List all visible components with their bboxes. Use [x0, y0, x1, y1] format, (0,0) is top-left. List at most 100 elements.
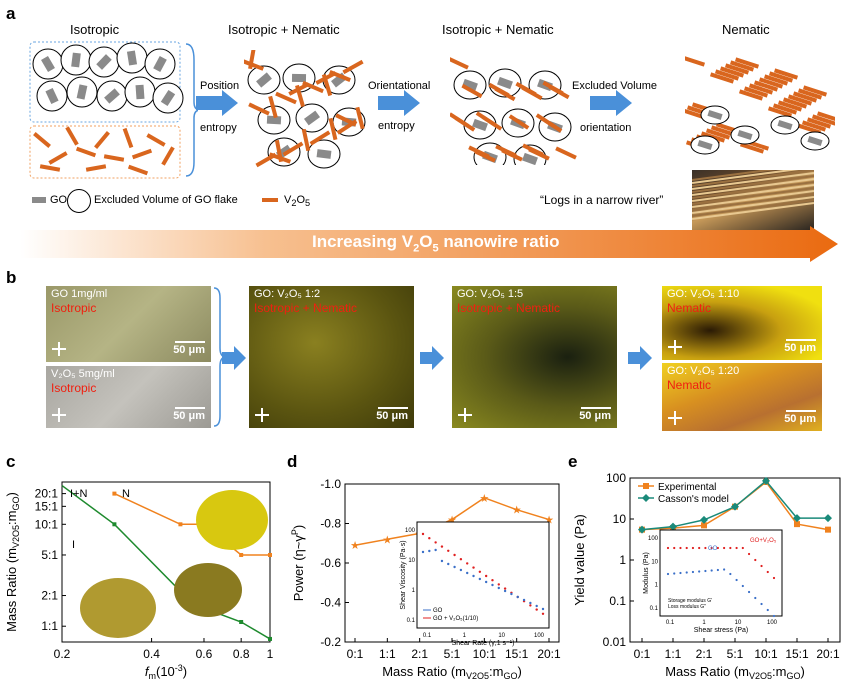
- inset-y-label: Modulus (Pa): [643, 552, 650, 594]
- v2o5-rod: [309, 130, 331, 146]
- inset-point-gov2o5: [666, 546, 670, 550]
- v2o5-rod: [705, 128, 731, 140]
- v2o5-rod: [282, 141, 304, 157]
- v2o5-rod: [302, 80, 324, 94]
- inset-micrograph-isotropic: [80, 578, 156, 638]
- x-tick-label: 0:1: [634, 647, 651, 661]
- panel-b-arrow-3: [628, 346, 652, 370]
- go-flake: [707, 109, 723, 121]
- inset-point-gov2o5: [698, 546, 701, 550]
- v2o5-rod: [782, 97, 808, 109]
- go-flake: [41, 55, 55, 73]
- yield-value-chart: 0.01 0.1 1 10 100 0:1 1:1 2:1 5:1 10:1 15:1 20:1 Exp…: [572, 471, 841, 681]
- data-point: [268, 552, 272, 557]
- v2o5-rod: [748, 83, 774, 95]
- v2o5-rod: [488, 82, 510, 98]
- inset-point-go: [466, 571, 469, 575]
- inset-x-tick-label: 100: [534, 633, 545, 639]
- x-tick-label: 15:1: [785, 647, 809, 661]
- x-tick-label: 0:1: [347, 647, 364, 661]
- v2o5-rod: [811, 114, 835, 126]
- v2o5-rod: [33, 132, 51, 148]
- inset-point-go: [428, 549, 431, 553]
- inset-x-tick-label: 10: [498, 633, 505, 639]
- stage-title-4: Nematic: [722, 22, 770, 37]
- inset-point-gov2o5: [704, 546, 707, 550]
- inset-micrograph-mixed: [174, 563, 242, 617]
- logs-photo: [691, 163, 815, 230]
- inset-legend-go: GO: [433, 608, 443, 614]
- inset-point-go: [453, 565, 456, 569]
- y-tick-label: -1.0: [320, 477, 341, 491]
- inset-point-go: [535, 604, 538, 608]
- micrograph-v2o5: V₂O₅ 5mg/ml Isotropic 50 μm: [46, 366, 211, 428]
- go-flake: [462, 78, 478, 92]
- inset-point-go: [516, 595, 519, 599]
- stage-title-2: Isotropic + Nematic: [228, 22, 340, 37]
- y-tick-label: 10:1: [35, 517, 59, 531]
- x-tick-label: 0.4: [143, 647, 160, 661]
- v2o5-rod: [753, 80, 779, 92]
- v2o5-legend-icon: [262, 198, 278, 202]
- v2o5-rod: [127, 164, 149, 176]
- increasing-ratio-banner: [20, 226, 838, 262]
- x-axis-label: Mass Ratio (mV2O5:mGO): [382, 664, 522, 681]
- go-flake: [126, 50, 138, 66]
- y-tick-label: 10: [613, 512, 627, 526]
- y-axis-label: Power (η~γP): [290, 525, 306, 601]
- arrow-3-line1: Excluded Volume: [572, 80, 657, 92]
- v2o5-rod: [743, 86, 769, 98]
- panel-c-label: c: [6, 452, 16, 471]
- go-flake: [316, 149, 332, 159]
- inset-point-go: [491, 583, 494, 587]
- x-tick-label: 5:1: [444, 647, 461, 661]
- data-point: [112, 491, 117, 496]
- go-flake: [71, 52, 81, 68]
- inset-x-label: Shear Rate (γ,1 s⁻¹): [452, 640, 515, 647]
- v2o5-rod: [772, 103, 798, 115]
- inset-point-go: [478, 577, 482, 581]
- go-flake: [697, 139, 713, 151]
- y-tick-label: 100: [606, 471, 626, 485]
- v2o5-rod: [758, 77, 784, 89]
- v2o5-rod: [719, 66, 745, 78]
- v2o5-rod: [515, 81, 537, 97]
- y-tick-label: 5:1: [41, 548, 58, 562]
- legend-label: Experimental: [658, 482, 716, 493]
- v2o5-rod: [802, 85, 828, 97]
- log: [691, 169, 815, 187]
- excluded-volume-legend-label: Excluded Volume of GO flake: [94, 194, 238, 206]
- inset-point-gov2o5: [685, 546, 688, 550]
- legend-label: Casson's model: [658, 494, 729, 505]
- micrograph-ratio-1-2: GO: V₂O₅ 1:2 Isotropic + Nematic 50 μm: [249, 286, 414, 428]
- inset-point-gov2o5: [747, 552, 751, 556]
- go-flake: [45, 87, 59, 105]
- arrow-2: [378, 90, 420, 116]
- panel-a-label: a: [6, 4, 16, 23]
- v2o5-rod: [777, 100, 803, 112]
- v2o5-rod: [710, 125, 736, 137]
- v2o5-rod: [542, 80, 564, 96]
- inset-point-gov2o5: [679, 546, 682, 550]
- v2o5-rod: [709, 72, 735, 84]
- cassons-model-point: [669, 522, 677, 531]
- v2o5-rod: [508, 114, 530, 130]
- v2o5-rod: [122, 127, 134, 149]
- inset-point-go: [421, 550, 425, 554]
- go-flake: [522, 152, 538, 165]
- legend-swatch-marker: [642, 494, 650, 502]
- v2o5-rod: [48, 151, 68, 165]
- go-flake: [256, 72, 272, 88]
- inset-point-go-v2o5: [491, 579, 494, 582]
- inset-y-tick-label: 0.1: [650, 606, 659, 612]
- go-flake: [472, 118, 488, 132]
- go-legend-label: GO: [50, 194, 68, 206]
- panel-b-arrow-1: [222, 346, 246, 370]
- inset-point-go-v2o5: [497, 583, 500, 586]
- region-label-nematic: N: [122, 488, 130, 500]
- inset-x-tick-label: 100: [767, 620, 778, 626]
- v2o5-rod: [146, 133, 166, 147]
- v2o5-rod: [685, 108, 707, 120]
- v2o5-rod: [738, 89, 764, 101]
- y-axis-label: Mass Ratio (mV2O5:mGO): [4, 492, 21, 632]
